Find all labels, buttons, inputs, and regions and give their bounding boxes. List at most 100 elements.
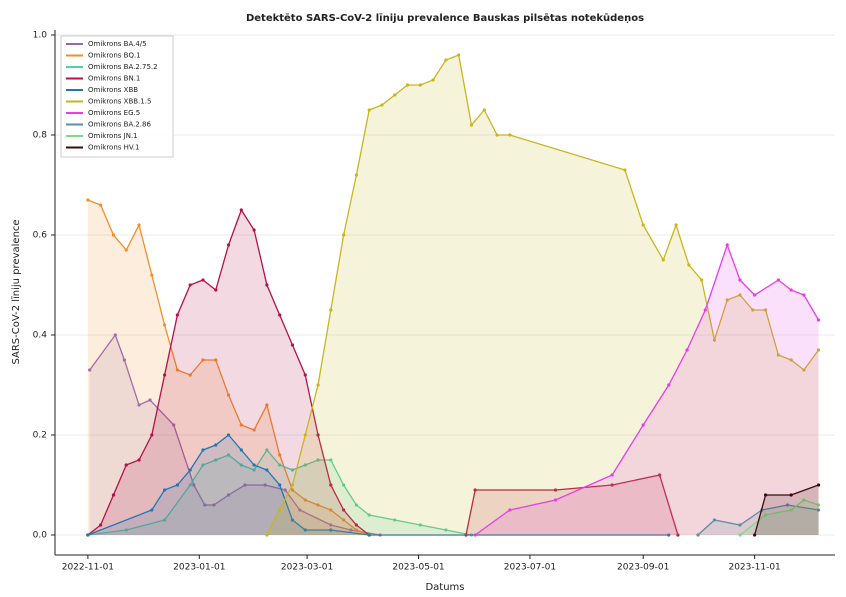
point	[367, 108, 371, 112]
point	[212, 503, 216, 507]
point	[354, 173, 359, 177]
point	[473, 533, 477, 537]
point	[201, 463, 205, 467]
point	[88, 368, 92, 372]
point	[265, 283, 269, 287]
point	[623, 168, 627, 172]
area-fill	[87, 200, 370, 535]
area-fill	[89, 335, 381, 535]
point	[418, 83, 422, 87]
point	[738, 293, 742, 297]
point	[457, 53, 461, 57]
point	[172, 423, 176, 427]
point	[226, 433, 231, 437]
point	[802, 293, 806, 297]
point	[444, 58, 448, 62]
point	[676, 533, 680, 537]
point	[738, 533, 742, 537]
legend-label: Omikrons BA.2.75.2	[88, 63, 158, 71]
point	[124, 463, 128, 467]
point	[214, 443, 218, 447]
point	[290, 343, 295, 347]
point	[610, 483, 614, 487]
point	[725, 243, 729, 247]
point	[553, 488, 558, 492]
point	[265, 468, 269, 472]
point	[265, 448, 269, 452]
x-tick-label: 2023-11-01	[728, 563, 780, 573]
point	[214, 288, 218, 292]
point	[265, 403, 269, 407]
chart-title: Detektēto SARS-CoV-2 līniju prevalence B…	[246, 13, 644, 24]
point	[816, 483, 821, 487]
point	[329, 523, 333, 527]
point	[278, 453, 282, 457]
point	[316, 383, 320, 387]
point	[201, 278, 205, 282]
point	[290, 483, 295, 487]
y-tick-label: 0.2	[33, 431, 47, 441]
area-fill	[475, 245, 819, 535]
point	[329, 528, 333, 532]
x-tick-label: 2023-09-01	[617, 563, 669, 573]
point	[508, 508, 512, 512]
point	[316, 458, 320, 462]
point	[329, 483, 333, 487]
point	[696, 533, 700, 537]
point	[789, 288, 793, 292]
point	[763, 493, 768, 497]
point	[610, 473, 614, 477]
legend-label: Omikrons XBB	[88, 86, 138, 94]
point	[239, 208, 243, 212]
point	[776, 278, 780, 282]
point	[342, 233, 346, 237]
point	[137, 458, 141, 462]
point	[329, 308, 333, 312]
legend-label: Omikrons XBB.1.5	[88, 98, 151, 106]
point	[150, 508, 154, 512]
point	[111, 233, 116, 237]
point	[354, 523, 359, 527]
legend-label: Omikrons JN.1	[88, 132, 138, 140]
point	[393, 93, 397, 97]
legend-label: Omikrons BN.1	[88, 75, 140, 83]
point	[150, 273, 154, 277]
point	[303, 373, 307, 377]
y-tick-label: 0.8	[33, 131, 48, 141]
point	[316, 503, 320, 507]
point	[113, 333, 117, 337]
area-fill	[87, 435, 669, 535]
point	[763, 513, 768, 517]
x-tick-label: 2023-03-01	[281, 563, 333, 573]
point	[278, 508, 282, 512]
point	[252, 228, 256, 232]
point	[658, 473, 662, 477]
point	[239, 423, 243, 427]
y-axis-label: SARS-CoV-2 līniju prevalence	[11, 219, 22, 364]
point	[816, 503, 821, 507]
area-fill	[754, 485, 819, 535]
point	[703, 308, 707, 312]
point	[444, 528, 448, 532]
point	[316, 433, 320, 437]
point	[661, 258, 665, 262]
point	[816, 508, 821, 512]
point	[738, 523, 742, 527]
point	[201, 358, 205, 362]
point	[751, 308, 755, 312]
point	[137, 403, 141, 407]
point	[329, 458, 333, 462]
point	[303, 433, 307, 437]
point	[342, 508, 346, 512]
point	[226, 493, 231, 497]
point	[495, 133, 499, 137]
point	[712, 518, 717, 522]
point	[329, 508, 333, 512]
point	[265, 533, 269, 537]
point	[776, 353, 780, 357]
legend-label: Omikrons BQ.1	[88, 52, 141, 60]
point	[431, 78, 435, 82]
legend-label: Omikrons HV.1	[88, 144, 139, 152]
point	[188, 483, 192, 487]
point	[175, 368, 179, 372]
